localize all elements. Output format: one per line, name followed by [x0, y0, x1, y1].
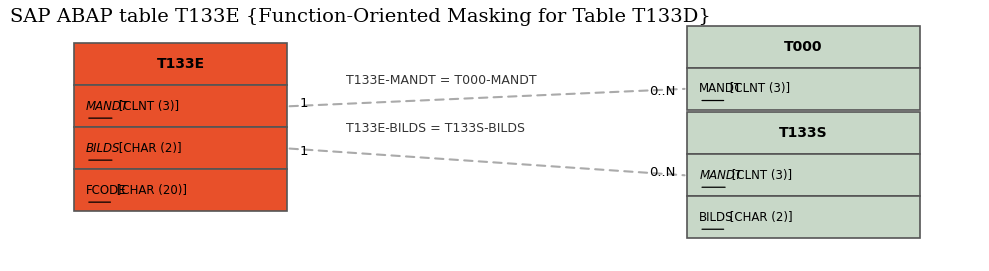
FancyBboxPatch shape	[687, 154, 920, 196]
Text: [CLNT (3)]: [CLNT (3)]	[728, 169, 792, 182]
FancyBboxPatch shape	[687, 196, 920, 238]
Text: T000: T000	[784, 40, 823, 54]
Text: [CLNT (3)]: [CLNT (3)]	[726, 82, 790, 95]
FancyBboxPatch shape	[74, 43, 287, 85]
Text: MANDT: MANDT	[699, 82, 743, 95]
FancyBboxPatch shape	[687, 112, 920, 154]
Text: 0..N: 0..N	[649, 166, 675, 179]
Text: T133E-MANDT = T000-MANDT: T133E-MANDT = T000-MANDT	[346, 75, 537, 87]
FancyBboxPatch shape	[687, 68, 920, 110]
Text: BILDS: BILDS	[699, 211, 734, 224]
FancyBboxPatch shape	[74, 85, 287, 127]
FancyBboxPatch shape	[74, 169, 287, 211]
FancyBboxPatch shape	[687, 26, 920, 68]
Text: T133E-BILDS = T133S-BILDS: T133E-BILDS = T133S-BILDS	[346, 122, 525, 135]
Text: [CLNT (3)]: [CLNT (3)]	[115, 100, 179, 113]
FancyBboxPatch shape	[74, 127, 287, 169]
Text: FCODE: FCODE	[86, 184, 127, 197]
Text: [CHAR (2)]: [CHAR (2)]	[726, 211, 793, 224]
Text: MANDT: MANDT	[86, 100, 129, 113]
Text: BILDS: BILDS	[86, 142, 121, 155]
Text: 1: 1	[300, 97, 309, 110]
Text: 1: 1	[300, 145, 309, 157]
Text: 0..N: 0..N	[649, 85, 675, 98]
Text: [CHAR (20)]: [CHAR (20)]	[113, 184, 187, 197]
Text: [CHAR (2)]: [CHAR (2)]	[115, 142, 181, 155]
Text: SAP ABAP table T133E {Function-Oriented Masking for Table T133D}: SAP ABAP table T133E {Function-Oriented …	[10, 8, 711, 26]
Text: MANDT: MANDT	[699, 169, 742, 182]
Text: T133S: T133S	[779, 127, 828, 140]
Text: T133E: T133E	[156, 57, 205, 71]
